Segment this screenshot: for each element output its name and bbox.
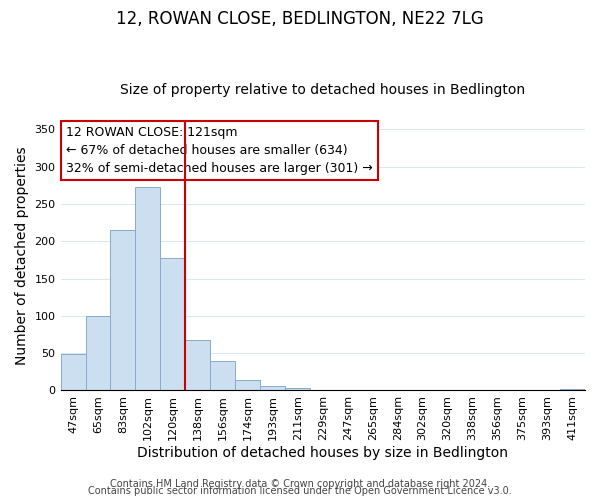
Text: 12, ROWAN CLOSE, BEDLINGTON, NE22 7LG: 12, ROWAN CLOSE, BEDLINGTON, NE22 7LG xyxy=(116,10,484,28)
Text: Contains HM Land Registry data © Crown copyright and database right 2024.: Contains HM Land Registry data © Crown c… xyxy=(110,479,490,489)
Title: Size of property relative to detached houses in Bedlington: Size of property relative to detached ho… xyxy=(120,83,526,97)
Bar xyxy=(86,316,110,390)
Bar xyxy=(560,389,585,390)
Bar xyxy=(110,230,136,390)
X-axis label: Distribution of detached houses by size in Bedlington: Distribution of detached houses by size … xyxy=(137,446,508,460)
Bar xyxy=(235,380,260,390)
Bar xyxy=(136,186,160,390)
Bar xyxy=(286,388,310,390)
Bar xyxy=(61,354,86,391)
Text: Contains public sector information licensed under the Open Government Licence v3: Contains public sector information licen… xyxy=(88,486,512,496)
Bar xyxy=(260,386,286,390)
Bar xyxy=(185,340,211,390)
Bar xyxy=(211,360,235,390)
Y-axis label: Number of detached properties: Number of detached properties xyxy=(15,147,29,366)
Bar xyxy=(160,258,185,390)
Text: 12 ROWAN CLOSE: 121sqm
← 67% of detached houses are smaller (634)
32% of semi-de: 12 ROWAN CLOSE: 121sqm ← 67% of detached… xyxy=(66,126,373,175)
